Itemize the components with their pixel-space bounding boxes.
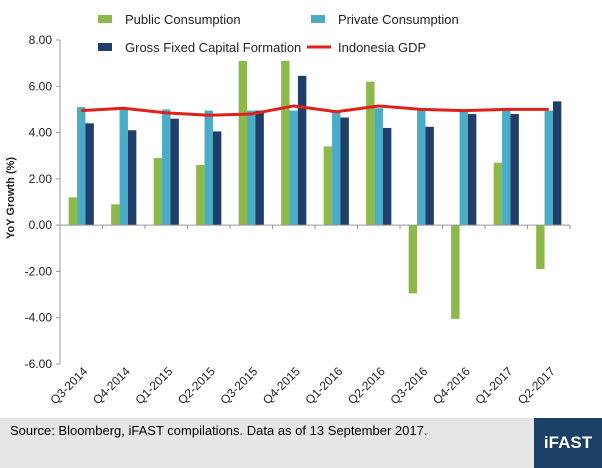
legend: Public Consumption Private Consumption Gro…	[98, 12, 459, 55]
bar-private-consumption	[247, 110, 256, 226]
legend-label-public-consumption: Public Consumption	[125, 12, 241, 27]
x-tick-label: Q3-2015	[217, 364, 260, 407]
bar-public-consumption	[281, 60, 290, 226]
x-tick-label: Q4-2016	[430, 364, 473, 407]
bar-gross-fixed-capital-formation	[340, 117, 349, 226]
bar-private-consumption	[119, 108, 128, 226]
bar-gross-fixed-capital-formation	[467, 114, 477, 226]
bar-gross-fixed-capital-formation	[297, 75, 307, 226]
gdp-line-series	[81, 104, 549, 117]
bar-gross-fixed-capital-formation	[552, 101, 562, 226]
bar-public-consumption	[68, 197, 78, 226]
source-note: Source: Bloomberg, iFAST compilations. D…	[10, 423, 428, 438]
legend-swatch-private-consumption	[311, 15, 325, 23]
x-tick-label: Q2-2015	[175, 364, 218, 407]
bar-public-consumption	[366, 81, 375, 226]
bar-public-consumption	[238, 60, 248, 226]
y-tick-label: -6.00	[25, 357, 53, 371]
bar-public-consumption	[323, 146, 333, 226]
bar-private-consumption	[374, 108, 383, 226]
y-tick-label: 6.00	[29, 79, 53, 93]
bar-public-consumption	[408, 225, 418, 294]
y-ticks: 8.00 6.00 4.00 2.00 0.00 -2.00 -4.00 -6.00	[25, 33, 60, 371]
bar-private-consumption	[502, 110, 511, 226]
x-tick-label: Q1-2016	[302, 364, 345, 407]
bar-public-consumption	[536, 225, 545, 270]
bar-private-consumption	[77, 107, 86, 226]
bar-gross-fixed-capital-formation	[510, 114, 519, 226]
bar-gross-fixed-capital-formation	[85, 123, 94, 226]
bar-public-consumption	[493, 162, 503, 226]
x-tick-label: Q4-2014	[90, 364, 133, 407]
bar-public-consumption	[111, 204, 120, 226]
x-tick-label: Q2-2016	[345, 364, 388, 407]
bar-gross-fixed-capital-formation	[127, 130, 137, 226]
y-tick-label: -4.00	[25, 311, 53, 325]
legend-label-private-consumption: Private Consumption	[338, 12, 459, 27]
bar-gross-fixed-capital-formation	[170, 118, 179, 226]
bar-public-consumption	[451, 225, 460, 319]
legend-swatch-gross-fixed-capital-formation	[98, 43, 112, 51]
y-tick-label: 0.00	[29, 218, 53, 232]
ifast-logo: iFAST	[534, 418, 602, 468]
y-tick-label: 4.00	[29, 126, 53, 140]
x-tick-label: Q1-2015	[132, 364, 175, 407]
gdp-line	[81, 104, 549, 117]
bar-private-consumption	[289, 110, 298, 226]
bar-gross-fixed-capital-formation	[382, 127, 392, 226]
legend-swatch-public-consumption	[98, 15, 112, 23]
bar-gross-fixed-capital-formation	[255, 110, 264, 226]
bar-private-consumption	[332, 110, 341, 226]
y-tick-label: 8.00	[29, 33, 53, 47]
x-tick-label: Q1-2017	[472, 364, 515, 407]
bar-private-consumption	[162, 109, 171, 226]
x-tick-label: Q2-2017	[515, 364, 558, 407]
bar-public-consumption	[196, 164, 205, 226]
bar-private-consumption	[204, 110, 213, 226]
bars	[68, 60, 562, 319]
x-tick-label: Q4-2015	[260, 364, 303, 407]
legend-label-gross-fixed-capital-formation: Gross Fixed Capital Formation	[125, 40, 301, 55]
bar-private-consumption	[459, 110, 468, 226]
bar-gross-fixed-capital-formation	[212, 131, 222, 226]
bar-public-consumption	[153, 158, 163, 226]
x-tick-label: Q3-2016	[387, 364, 430, 407]
legend-label-indonesia-gdp: Indonesia GDP	[338, 40, 426, 55]
chart: Public Consumption Private Consumption Gro…	[5, 12, 571, 407]
bar-private-consumption	[544, 110, 553, 226]
bar-gross-fixed-capital-formation	[425, 126, 434, 226]
bar-private-consumption	[417, 109, 426, 226]
y-axis-title: YoY Growth (%)	[5, 157, 17, 239]
x-tick-label: Q3-2014	[47, 364, 90, 407]
y-tick-label: -2.00	[25, 264, 53, 278]
footer: Source: Bloomberg, iFAST compilations. D…	[0, 418, 602, 468]
x-ticks: Q3-2014 Q4-2014 Q1-2015 Q2-2015 Q3-2015 Q4-20…	[47, 225, 571, 407]
y-tick-label: 2.00	[29, 172, 53, 186]
